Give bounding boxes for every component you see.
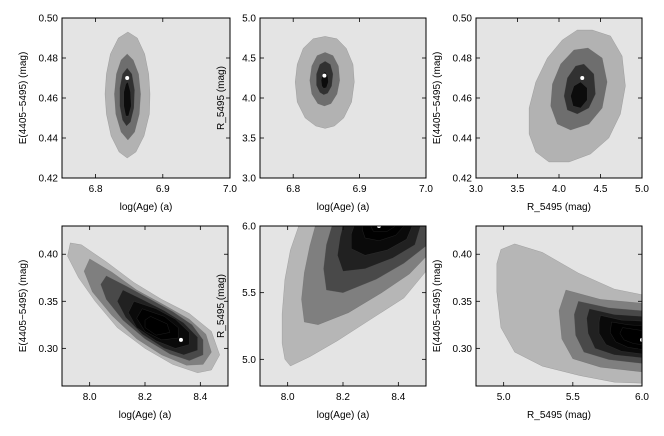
- y-tick-label: 4.5: [242, 54, 256, 65]
- y-tick-label: 0.30: [39, 344, 59, 355]
- contour-level-7: [144, 316, 171, 336]
- panel-4: 8.0 8.2 8.4 0.30 0.35 0.40 log(Age) (a) E(4405−…: [18, 225, 229, 421]
- y-tick-label: 5.0: [242, 14, 256, 25]
- x-tick-label: 5.0: [635, 184, 649, 195]
- y-tick-label: 0.35: [453, 297, 473, 308]
- y-tick-label: 0.46: [39, 94, 59, 105]
- x-tick-label: 4.0: [552, 184, 566, 195]
- y-tick-label: 0.46: [453, 94, 473, 105]
- y-tick-label: 0.40: [453, 250, 473, 261]
- plot-frame: [475, 17, 643, 179]
- x-axis-label: log(Age) (a): [119, 410, 172, 421]
- y-axis-label: E(4405−5495) (mag): [18, 260, 29, 353]
- best-fit-marker: [125, 76, 130, 80]
- y-tick-label: 0.48: [39, 54, 59, 65]
- y-tick-label: 0.48: [453, 54, 473, 65]
- plot-frame: [259, 225, 427, 387]
- plot-area: [62, 18, 230, 178]
- x-tick-label: 8.0: [83, 392, 97, 403]
- x-axis-label: R_5495 (mag): [527, 202, 591, 213]
- plot-frame: [61, 225, 229, 387]
- plot-area: [476, 18, 642, 178]
- y-tick-label: 6.0: [242, 222, 256, 233]
- y-tick-label: 0.50: [39, 14, 59, 25]
- best-fit-marker: [322, 73, 327, 78]
- x-tick-label: 6.9: [353, 184, 367, 195]
- y-axis-label: E(4405−5495) (mag): [432, 260, 443, 353]
- x-tick-label: 8.2: [336, 392, 350, 403]
- x-tick-label: 4.5: [594, 184, 608, 195]
- panel-2: 6.8 6.9 7.0 3.0 3.5 4.0 4.5 5.0 log(Age) (a) R_54…: [216, 14, 433, 214]
- y-tick-label: 5.0: [242, 355, 256, 366]
- x-axis-label: log(Age) (a): [317, 410, 370, 421]
- y-axis-label: R_5495 (mag): [216, 274, 227, 338]
- x-tick-label: 8.4: [193, 392, 207, 403]
- y-tick-label: 5.5: [242, 288, 256, 299]
- y-axis-label: E(4405−5495) (mag): [18, 52, 29, 145]
- x-tick-label: 8.0: [281, 392, 295, 403]
- plot-frame: [475, 225, 643, 387]
- contour-level-4: [123, 81, 132, 117]
- contour-level-4: [570, 81, 588, 109]
- y-tick-label: 3.5: [242, 134, 256, 145]
- best-fit-marker: [580, 76, 585, 80]
- y-tick-label: 0.44: [453, 134, 473, 145]
- x-tick-label: 7.0: [419, 184, 433, 195]
- y-tick-label: 0.42: [39, 174, 59, 185]
- x-tick-label: 3.5: [511, 184, 525, 195]
- contour-level-7: [370, 226, 396, 232]
- x-tick-label: 6.9: [156, 184, 170, 195]
- y-tick-label: 0.30: [453, 344, 473, 355]
- x-tick-label: 8.2: [138, 392, 152, 403]
- x-tick-label: 6.0: [635, 392, 649, 403]
- plot-area: [476, 226, 642, 386]
- x-tick-label: 8.4: [391, 392, 405, 403]
- x-axis-label: R_5495 (mag): [527, 410, 591, 421]
- panel-1: 6.8 6.9 7.0 0.42 0.44 0.46 0.48 0.50 log(Age) (a…: [18, 14, 237, 214]
- contour-level-7: [619, 327, 642, 345]
- panel-5: 8.0 8.2 8.4 5.0 5.5 6.0 log(Age) (a) R_5495 (ma…: [216, 222, 427, 421]
- y-tick-label: 0.44: [39, 134, 59, 145]
- y-tick-label: 0.40: [39, 250, 59, 261]
- y-tick-label: 0.50: [453, 14, 473, 25]
- panel-6: 5.0 5.5 6.0 0.30 0.35 0.40 R_5495 (mag) E(4405−…: [432, 225, 649, 421]
- y-axis-label: R_5495 (mag): [216, 66, 227, 130]
- x-tick-label: 5.0: [497, 392, 511, 403]
- y-tick-label: 0.35: [39, 297, 59, 308]
- plot-frame: [61, 17, 231, 179]
- x-tick-label: 6.8: [89, 184, 103, 195]
- x-tick-label: 5.5: [566, 392, 580, 403]
- y-tick-label: 4.0: [242, 94, 256, 105]
- x-tick-label: 7.0: [223, 184, 237, 195]
- plot-frame: [259, 17, 427, 179]
- x-tick-label: 3.0: [469, 184, 483, 195]
- x-axis-label: log(Age) (a): [120, 202, 173, 213]
- y-tick-label: 3.0: [242, 174, 256, 185]
- x-axis-label: log(Age) (a): [317, 202, 370, 213]
- y-axis-label: E(4405−5495) (mag): [432, 52, 443, 145]
- plot-area: [260, 18, 426, 178]
- x-tick-label: 6.8: [286, 184, 300, 195]
- best-fit-marker: [178, 337, 183, 342]
- contour-level-1: [281, 226, 426, 367]
- panel-3: 3.0 3.5 4.0 4.5 5.0 0.42 0.44 0.46 0.48 0.50 R_549…: [432, 14, 649, 214]
- y-tick-label: 0.42: [453, 174, 473, 185]
